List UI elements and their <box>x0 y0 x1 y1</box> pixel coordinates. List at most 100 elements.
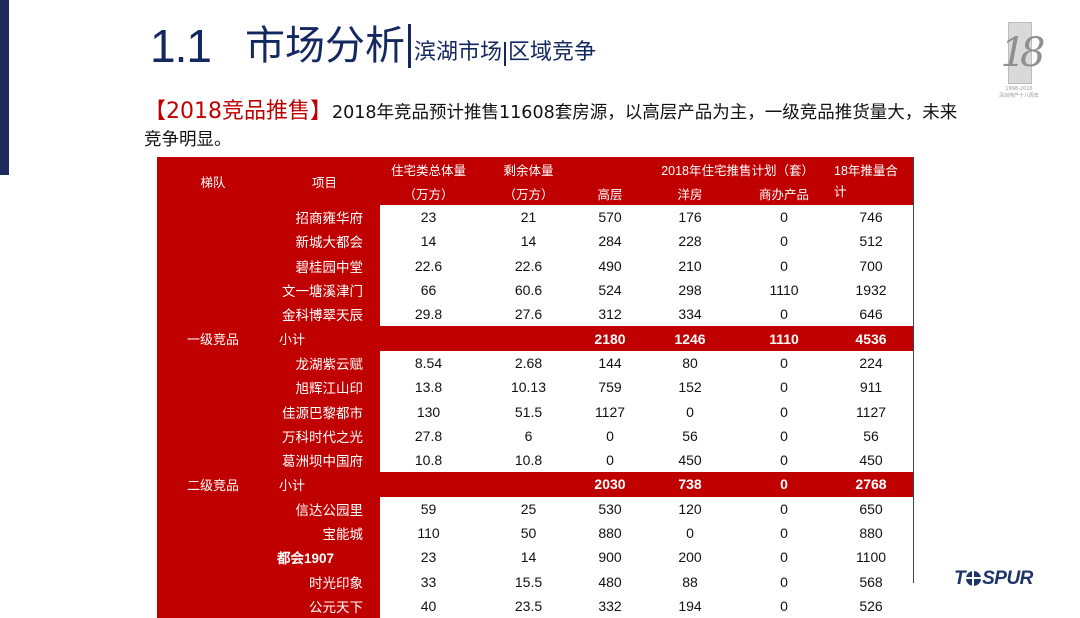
commercial: 0 <box>780 354 788 371</box>
remaining-volume: 6 <box>524 427 533 444</box>
subtotal-row: 一级竞品 小计 2180 1246 1110 4536 <box>157 326 914 351</box>
villa: 210 <box>678 257 702 274</box>
villa: 88 <box>682 573 698 590</box>
project-name: 旭辉江山印 <box>269 375 380 400</box>
header-highrise: 高层 <box>580 181 640 205</box>
tier-cell <box>157 229 269 254</box>
commercial: 0 <box>780 403 788 420</box>
table-row: 公元天下 40 23.5 332 194 0 526 <box>157 593 914 618</box>
tier-cell <box>157 593 269 618</box>
subtotal-highrise: 2030 <box>580 472 640 497</box>
villa: 194 <box>678 597 702 614</box>
highrise: 490 <box>598 257 622 274</box>
tier-cell <box>157 375 269 400</box>
table-row: 葛洲坝中国府 10.8 10.8 0 450 0 450 <box>157 447 914 473</box>
header-total-cont: 计 <box>828 181 914 205</box>
villa: 334 <box>678 306 702 323</box>
subtotal-label: 小计 <box>269 472 380 497</box>
subtotal-label: 小计 <box>269 326 380 351</box>
villa: 0 <box>686 525 694 541</box>
logo-caption-text: 深圳地产十八周年 <box>998 93 1039 99</box>
project-name: 金科博翠天辰 <box>269 302 380 327</box>
total-volume: 66 <box>420 282 437 299</box>
total-volume: 13.8 <box>414 379 443 396</box>
total-volume: 22.6 <box>414 257 443 274</box>
subtotal-villa: 1246 <box>640 326 740 351</box>
subtitle-divider <box>503 42 506 66</box>
highrise: 284 <box>598 233 622 250</box>
commercial: 0 <box>780 500 788 517</box>
table-row: 碧桂园中堂 22.6 22.6 490 210 0 700 <box>157 253 914 278</box>
total: 512 <box>859 233 883 250</box>
highrise: 312 <box>598 306 622 323</box>
table-row: 金科博翠天辰 29.8 27.6 312 334 0 646 <box>157 302 914 327</box>
subtotal-empty <box>380 326 477 351</box>
project-name: 文一塘溪津门 <box>269 277 380 303</box>
subtitle-competition: 区域竞争 <box>507 40 596 65</box>
highrise: 900 <box>598 549 622 566</box>
project-name: 信达公园里 <box>269 496 380 521</box>
remaining-volume: 27.6 <box>514 306 543 323</box>
tier-cell <box>157 253 269 278</box>
table-row: 龙湖紫云赋 8.54 2.68 144 80 0 224 <box>157 350 914 376</box>
project-name: 都会1907 <box>269 545 380 570</box>
commercial: 0 <box>780 379 788 396</box>
tier-cell <box>157 277 269 303</box>
table-row: 佳源巴黎都市 130 51.5 1127 0 0 1127 <box>157 399 914 424</box>
table-row: 新城大都会 14 14 284 228 0 512 <box>157 229 914 254</box>
total: 700 <box>859 257 883 274</box>
header-commercial: 商办产品 <box>740 181 828 205</box>
table-right-border <box>913 157 914 583</box>
table-row: 宝能城 110 50 880 0 0 880 <box>157 520 914 546</box>
highrise: 759 <box>598 379 622 396</box>
total-volume: 23 <box>420 209 437 226</box>
subtotal-row: 二级竞品 小计 2030 738 0 2768 <box>157 472 914 497</box>
description: 【2018竞品推售】2018年竞品预计推售11608套房源，以高层产品为主，一级… <box>144 98 974 154</box>
subtotal-total: 4536 <box>828 326 914 351</box>
logo-digits: 18 <box>1000 30 1046 76</box>
logo-years: 1998-2016 <box>1005 86 1033 92</box>
villa: 120 <box>678 500 702 517</box>
tier-cell <box>157 205 269 230</box>
total-volume: 29.8 <box>414 306 443 323</box>
commercial: 0 <box>780 427 788 444</box>
remaining-volume: 14 <box>520 549 537 566</box>
villa: 450 <box>678 452 702 469</box>
remaining-volume: 23.5 <box>514 597 543 614</box>
description-tag: 【2018竞品推售】 <box>144 99 332 124</box>
tier-cell <box>157 545 269 570</box>
subtotal-empty <box>477 472 580 497</box>
remaining-volume: 14 <box>520 233 537 250</box>
total-volume: 110 <box>417 525 440 541</box>
highrise: 0 <box>606 427 614 444</box>
logo-letter-t: T <box>954 568 966 589</box>
remaining-volume: 22.6 <box>514 257 543 274</box>
highrise: 480 <box>598 573 622 590</box>
remaining-volume: 15.5 <box>514 573 543 590</box>
header-plan-group: 2018年住宅推售计划（套） <box>580 157 828 181</box>
tier-cell <box>157 399 269 424</box>
project-name: 葛洲坝中国府 <box>269 447 380 473</box>
tier-label: 一级竞品 <box>157 326 269 351</box>
total-volume: 14 <box>420 233 437 250</box>
commercial: 0 <box>780 525 788 541</box>
commercial: 0 <box>780 257 788 274</box>
villa: 80 <box>682 354 698 371</box>
highrise: 570 <box>598 209 622 226</box>
header-tier: 梯队 <box>157 157 269 205</box>
highrise: 1127 <box>594 403 626 420</box>
commercial: 0 <box>780 549 788 566</box>
section-number: 1.1 <box>150 20 212 72</box>
project-name: 宝能城 <box>269 520 380 546</box>
table-row: 信达公园里 59 25 530 120 0 650 <box>157 496 914 521</box>
header-remaining-volume-unit: （万方） <box>477 181 580 205</box>
table-row: 招商雍华府 23 21 570 176 0 746 <box>157 205 914 230</box>
highrise: 0 <box>606 452 614 469</box>
logo-letters-spur: SPUR <box>982 568 1033 589</box>
remaining-volume: 21 <box>520 209 537 226</box>
total-volume: 130 <box>416 403 441 420</box>
total: 911 <box>859 379 883 396</box>
highrise: 530 <box>598 500 622 517</box>
total: 650 <box>859 500 883 517</box>
header-villa: 洋房 <box>640 181 740 205</box>
